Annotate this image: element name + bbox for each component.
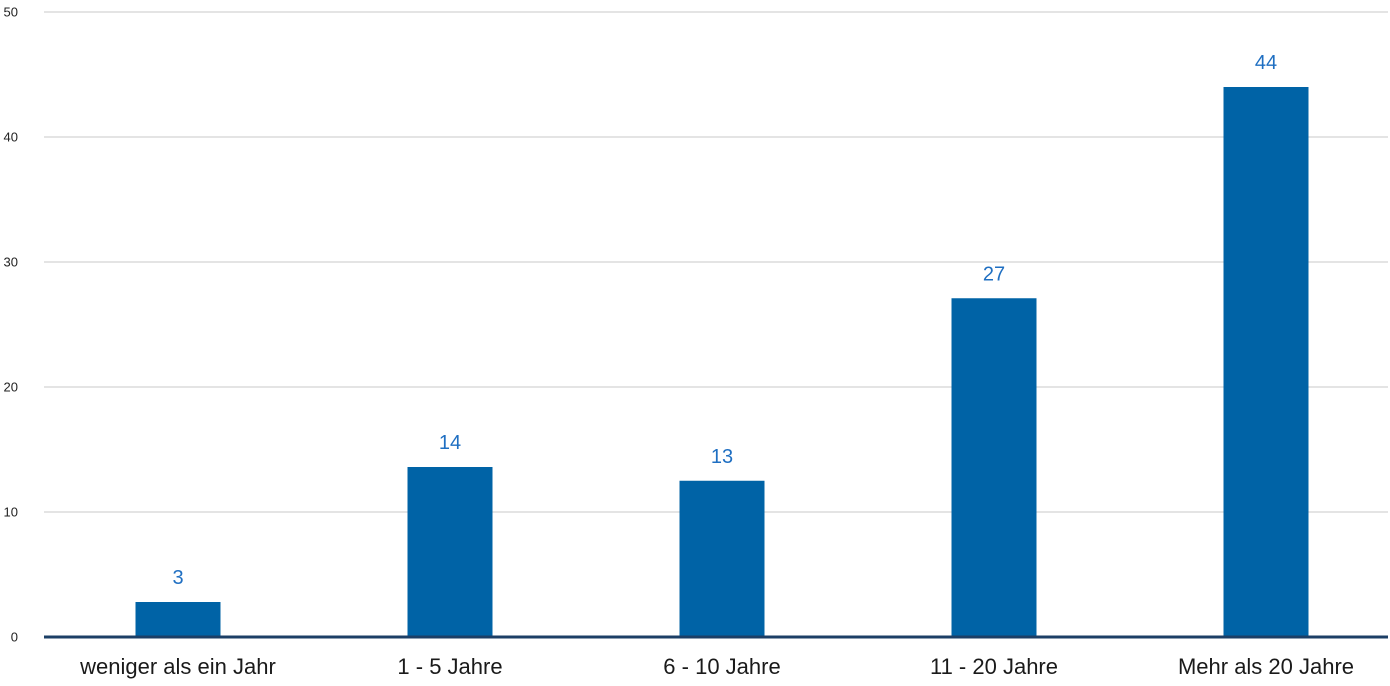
y-tick-label: 0 (11, 630, 18, 645)
x-tick-label: 6 - 10 Jahre (663, 654, 780, 679)
y-tick-label: 10 (4, 505, 18, 520)
data-label: 14 (439, 432, 461, 454)
bar (407, 467, 493, 637)
y-tick-label: 20 (4, 380, 18, 395)
bar (135, 602, 221, 637)
x-tick-label: weniger als ein Jahr (79, 654, 276, 679)
bars (135, 87, 1309, 637)
x-tick-label: 1 - 5 Jahre (397, 654, 502, 679)
x-axis-ticks: weniger als ein Jahr 1 - 5 Jahre 6 - 10 Ja… (79, 654, 1354, 679)
data-labels: 3 14 13 27 44 (172, 52, 1277, 589)
data-label: 44 (1255, 52, 1277, 74)
x-tick-label: Mehr als 20 Jahre (1178, 654, 1354, 679)
data-label: 3 (172, 567, 183, 589)
y-tick-label: 30 (4, 255, 18, 270)
bar (1223, 87, 1309, 637)
y-tick-label: 40 (4, 130, 18, 145)
x-tick-label: 11 - 20 Jahre (930, 654, 1058, 679)
data-label: 13 (711, 446, 733, 468)
data-label: 27 (983, 263, 1005, 285)
y-axis-ticks: 0 10 20 30 40 50 (4, 5, 18, 645)
y-tick-label: 50 (4, 5, 18, 20)
grid-lines (44, 11, 1388, 513)
bar (679, 480, 765, 637)
bar (951, 298, 1037, 637)
